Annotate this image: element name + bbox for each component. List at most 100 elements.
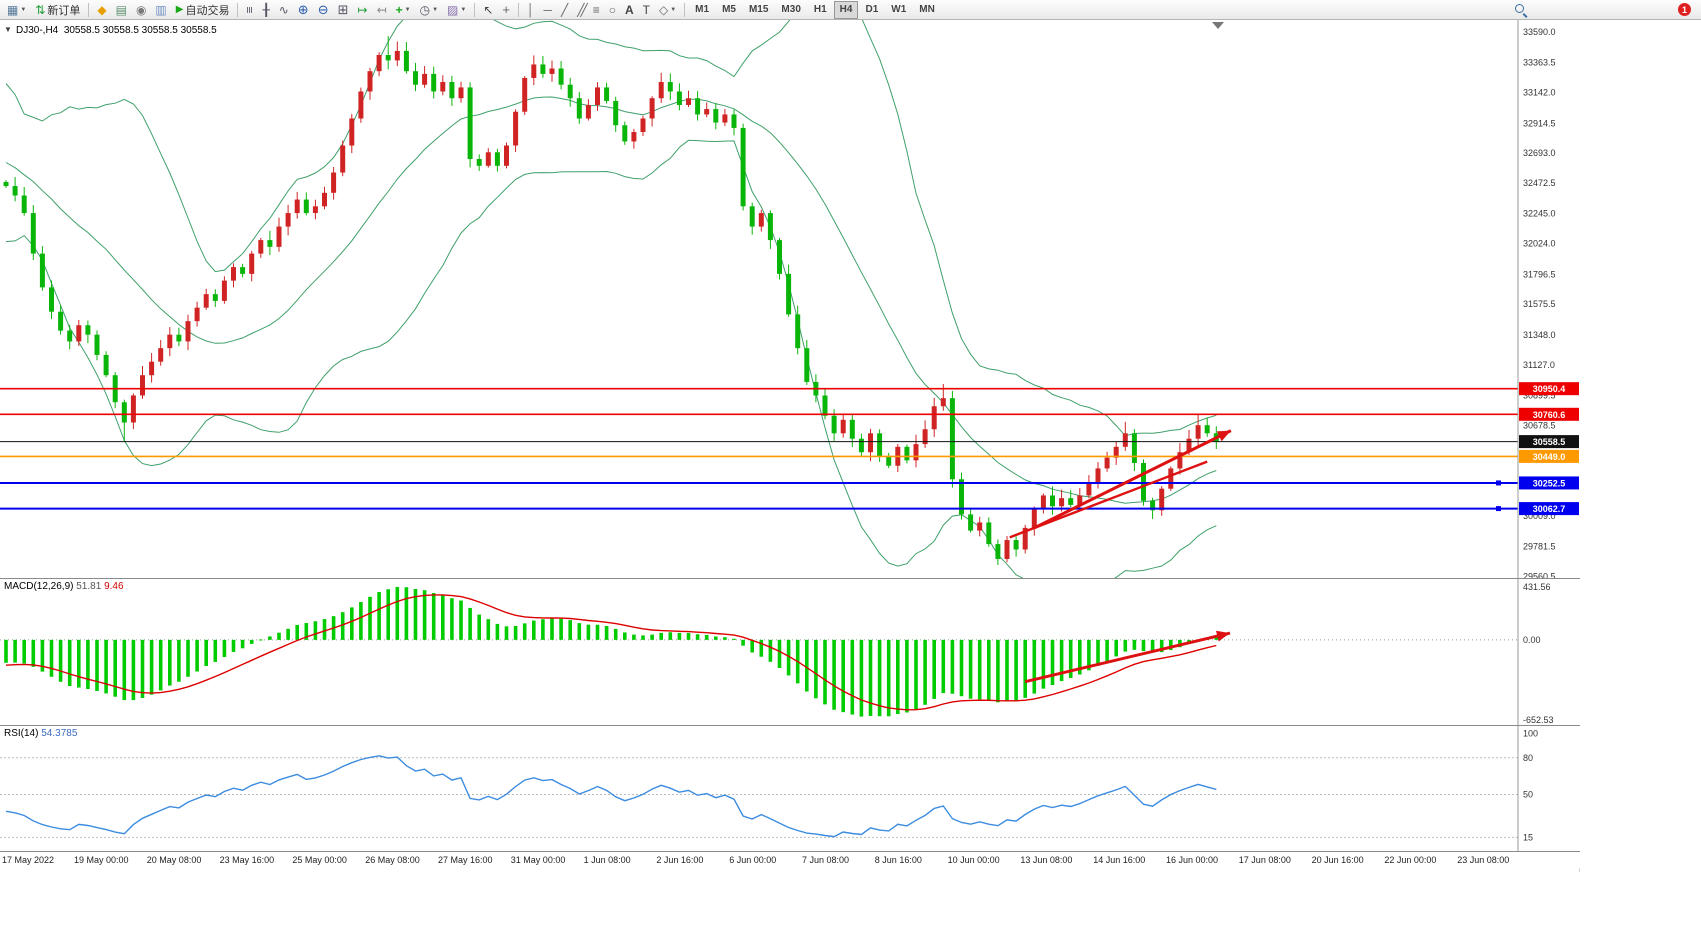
chart-shift-button[interactable]: ↤ bbox=[373, 1, 391, 19]
indicators-button[interactable]: + ▼ bbox=[392, 1, 415, 19]
macd-main-value: 51.81 bbox=[76, 581, 102, 592]
svg-text:23 May 16:00: 23 May 16:00 bbox=[220, 855, 275, 865]
label-icon: T bbox=[642, 2, 650, 17]
search-button[interactable] bbox=[1510, 1, 1531, 19]
toolbar-separator bbox=[684, 2, 686, 17]
svg-text:20 May 08:00: 20 May 08:00 bbox=[147, 855, 202, 865]
svg-text:31348.0: 31348.0 bbox=[1523, 330, 1556, 340]
svg-text:32024.0: 32024.0 bbox=[1523, 239, 1556, 249]
svg-text:31575.5: 31575.5 bbox=[1523, 299, 1556, 309]
svg-text:30449.0: 30449.0 bbox=[1533, 452, 1566, 462]
new-chart-icon: ▦ bbox=[7, 2, 19, 17]
svg-text:30678.5: 30678.5 bbox=[1523, 420, 1556, 430]
timeframe-h4-button[interactable]: H4 bbox=[833, 0, 859, 19]
tile-windows-button[interactable]: ⊞ bbox=[334, 1, 353, 19]
new-order-icon: ⇅ bbox=[35, 2, 46, 17]
vertical-line-icon: │ bbox=[526, 2, 535, 17]
svg-text:31 May 00:00: 31 May 00:00 bbox=[511, 855, 566, 865]
svg-text:8 Jun 16:00: 8 Jun 16:00 bbox=[875, 855, 922, 865]
time-axis[interactable]: 17 May 2022 19 May 00:00 20 May 08:00 23 Ma… bbox=[0, 852, 1580, 869]
svg-text:431.56: 431.56 bbox=[1523, 582, 1551, 592]
macd-signal-value: 9.46 bbox=[104, 581, 124, 592]
channel-button[interactable]: ╱╱ bbox=[573, 1, 588, 19]
svg-text:100: 100 bbox=[1523, 728, 1538, 738]
toolbar-separator bbox=[474, 2, 476, 17]
svg-text:33590.0: 33590.0 bbox=[1523, 27, 1556, 37]
bar-chart-button[interactable]: ≡ bbox=[242, 1, 257, 19]
svg-text:32245.0: 32245.0 bbox=[1523, 209, 1556, 219]
terminal-button[interactable]: ▥ bbox=[151, 1, 170, 19]
macd-name: MACD(12,26,9) bbox=[4, 581, 74, 592]
data-window-button[interactable]: ▤ bbox=[112, 1, 131, 19]
navigator-icon: ◉ bbox=[135, 2, 147, 17]
trendline-button[interactable]: ╱ bbox=[557, 1, 572, 19]
chevron-down-icon: ▼ bbox=[404, 6, 411, 13]
periods-button[interactable]: ◷ ▼ bbox=[416, 1, 442, 19]
svg-text:80: 80 bbox=[1523, 753, 1533, 763]
fibonacci-icon: ≡ bbox=[592, 2, 600, 17]
templates-button[interactable]: ▨ ▼ bbox=[443, 1, 470, 19]
svg-text:30252.5: 30252.5 bbox=[1533, 478, 1566, 488]
auto-scroll-button[interactable]: ↦ bbox=[354, 1, 372, 19]
horizontal-line-button[interactable]: ─ bbox=[539, 1, 556, 19]
chevron-down-icon: ▼ bbox=[670, 6, 677, 13]
new-order-button[interactable]: ⇅ 新订单 bbox=[31, 1, 84, 19]
data-window-icon: ▤ bbox=[115, 2, 127, 17]
timeframe-mn-button[interactable]: MN bbox=[913, 1, 941, 19]
main-chart-panel: ▼ DJ30-,H4 30558.5 30558.5 30558.5 30558… bbox=[0, 20, 1580, 578]
svg-text:32693.0: 32693.0 bbox=[1523, 148, 1556, 158]
arrows-dropdown-button[interactable]: ◇ ▼ bbox=[655, 1, 680, 19]
auto-trading-icon: ▶ bbox=[175, 3, 184, 15]
label-button[interactable]: T bbox=[639, 1, 654, 19]
chevron-down-icon: ▼ bbox=[432, 6, 439, 13]
timeframe-m5-button[interactable]: M5 bbox=[716, 1, 742, 19]
new-order-label: 新订单 bbox=[47, 4, 81, 17]
navigator-button[interactable]: ◉ bbox=[132, 1, 150, 19]
toolbar-separator bbox=[88, 2, 90, 17]
svg-text:14 Jun 16:00: 14 Jun 16:00 bbox=[1093, 855, 1145, 865]
one-click-trading-toggle[interactable]: ▼ bbox=[4, 25, 12, 34]
horizontal-line-icon: ─ bbox=[543, 2, 552, 17]
zoom-out-button[interactable]: ⊖ bbox=[314, 1, 333, 19]
market-watch-button[interactable]: ◆ bbox=[93, 1, 110, 19]
macd-label: MACD(12,26,9) 51.81 9.46 bbox=[4, 581, 124, 592]
candlestick-chart-button[interactable]: ╂ bbox=[258, 1, 273, 19]
terminal-icon: ▥ bbox=[155, 2, 167, 17]
line-chart-button[interactable]: ∿ bbox=[275, 1, 293, 19]
svg-text:7 Jun 08:00: 7 Jun 08:00 bbox=[802, 855, 849, 865]
cursor-icon: ↖ bbox=[483, 2, 494, 17]
notification-badge[interactable]: 1 bbox=[1678, 3, 1691, 16]
cursor-button[interactable]: ↖ bbox=[479, 1, 497, 19]
timeframe-w1-button[interactable]: W1 bbox=[885, 1, 912, 19]
rsi-label: RSI(14) 54.3785 bbox=[4, 728, 77, 739]
new-chart-button[interactable]: ▦ ▼ bbox=[3, 1, 30, 19]
chart-title: DJ30-,H4 30558.5 30558.5 30558.5 30558.5 bbox=[16, 25, 217, 36]
svg-text:1 Jun 08:00: 1 Jun 08:00 bbox=[584, 855, 631, 865]
auto-trading-button[interactable]: ▶ 自动交易 bbox=[172, 1, 234, 19]
svg-text:32472.5: 32472.5 bbox=[1523, 178, 1556, 188]
ohlc-values: 30558.5 30558.5 30558.5 30558.5 bbox=[63, 25, 217, 36]
timeframe-d1-button[interactable]: D1 bbox=[859, 1, 884, 19]
timeframe-h1-button[interactable]: H1 bbox=[808, 1, 833, 19]
shapes-button[interactable]: ○ bbox=[605, 1, 620, 19]
svg-text:30558.5: 30558.5 bbox=[1533, 437, 1566, 447]
svg-text:17 May 2022: 17 May 2022 bbox=[2, 855, 54, 865]
svg-text:31796.5: 31796.5 bbox=[1523, 269, 1556, 279]
fibonacci-button[interactable]: ≡ bbox=[589, 1, 604, 19]
tile-windows-icon: ⊞ bbox=[337, 2, 349, 17]
svg-text:-652.53: -652.53 bbox=[1523, 715, 1554, 725]
text-button[interactable]: A bbox=[621, 1, 638, 19]
svg-text:26 May 08:00: 26 May 08:00 bbox=[365, 855, 420, 865]
main-chart-canvas[interactable]: 33590.0 33363.5 33142.0 32914.5 32693.0 32472… bbox=[0, 20, 1580, 578]
vertical-line-button[interactable]: │ bbox=[523, 1, 539, 19]
zoom-in-button[interactable]: ⊕ bbox=[294, 1, 313, 19]
svg-text:33363.5: 33363.5 bbox=[1523, 58, 1556, 68]
svg-text:25 May 00:00: 25 May 00:00 bbox=[292, 855, 347, 865]
timeframe-m15-button[interactable]: M15 bbox=[743, 1, 774, 19]
crosshair-button[interactable]: + bbox=[498, 1, 514, 19]
rsi-canvas[interactable]: 100 80 50 15 bbox=[0, 726, 1580, 852]
timeframe-m1-button[interactable]: M1 bbox=[689, 1, 715, 19]
market-watch-icon: ◆ bbox=[97, 2, 107, 17]
macd-canvas[interactable]: 431.56 0.00 -652.53 bbox=[0, 579, 1580, 726]
timeframe-m30-button[interactable]: M30 bbox=[775, 1, 806, 19]
